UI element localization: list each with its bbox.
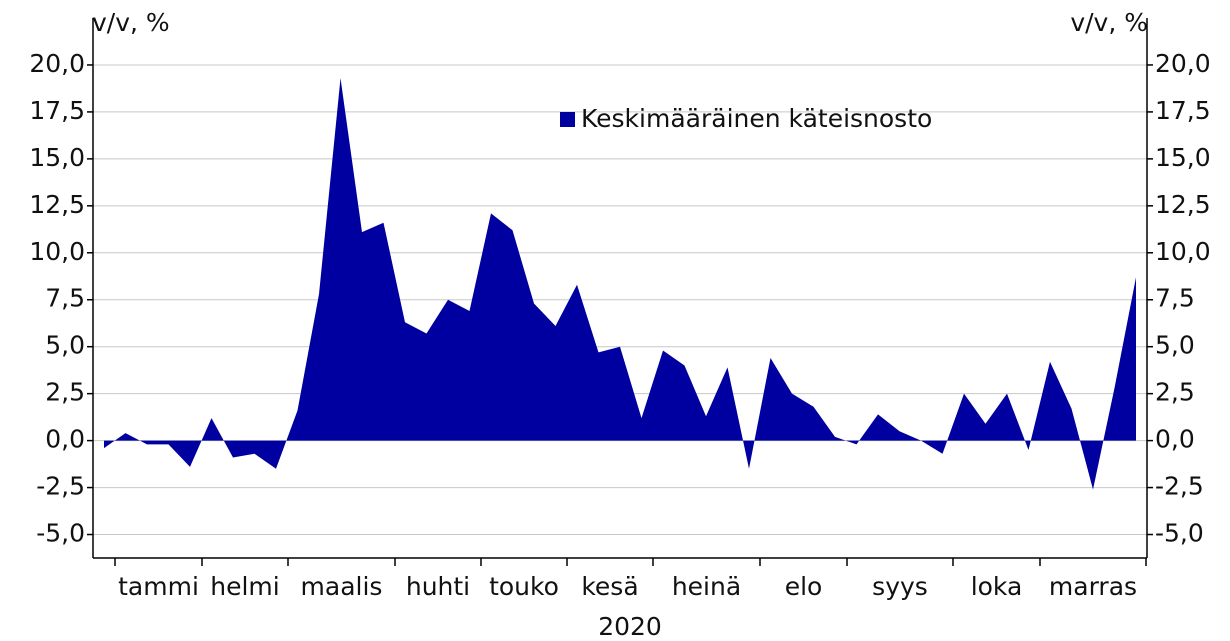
x-tick-label: loka (971, 572, 1023, 601)
y2-tick-label: -2,5 (1155, 472, 1204, 501)
x-tick-label: helmi (210, 572, 279, 601)
y2-tick-label: 10,0 (1155, 237, 1211, 266)
x-tick-label: marras (1049, 572, 1137, 601)
x-tick-label: huhti (406, 572, 470, 601)
y2-tick-label: 17,5 (1155, 96, 1211, 125)
y2-tick-label: 0,0 (1155, 425, 1195, 454)
y-tick-label: 15,0 (29, 143, 85, 172)
y-tick-label: 20,0 (29, 49, 85, 78)
y2-tick-label: 5,0 (1155, 331, 1195, 360)
y-axis-label: v/v, % (92, 8, 170, 37)
x-tick-label: touko (489, 572, 559, 601)
y2-tick-label: 20,0 (1155, 49, 1211, 78)
y2-tick-label: 2,5 (1155, 378, 1195, 407)
y2-tick-label: -5,0 (1155, 519, 1204, 548)
y-tick-label: 5,0 (45, 331, 85, 360)
y-tick-label: 0,0 (45, 425, 85, 454)
legend-swatch (560, 112, 575, 127)
x-tick-label: syys (872, 572, 928, 601)
x-tick-label: tammi (118, 572, 199, 601)
y2-axis-label: v/v, % (1070, 8, 1148, 37)
y-tick-label: 12,5 (29, 190, 85, 219)
y2-tick-label: 15,0 (1155, 143, 1211, 172)
y-tick-label: -5,0 (36, 519, 85, 548)
y2-tick-label: 12,5 (1155, 190, 1211, 219)
y-tick-label: 17,5 (29, 96, 85, 125)
y-tick-label: 10,0 (29, 237, 85, 266)
y2-tick-label: 7,5 (1155, 284, 1195, 313)
y-tick-label: -2,5 (36, 472, 85, 501)
x-tick-label: heinä (672, 572, 741, 601)
x-axis-label: 2020 (598, 612, 662, 641)
x-tick-label: elo (785, 572, 823, 601)
x-tick-label: maalis (301, 572, 383, 601)
legend-label: Keskimääräinen käteisnosto (581, 104, 932, 133)
x-tick-label: kesä (581, 572, 638, 601)
y-tick-label: 7,5 (45, 284, 85, 313)
y-tick-label: 2,5 (45, 378, 85, 407)
area (104, 78, 1136, 490)
